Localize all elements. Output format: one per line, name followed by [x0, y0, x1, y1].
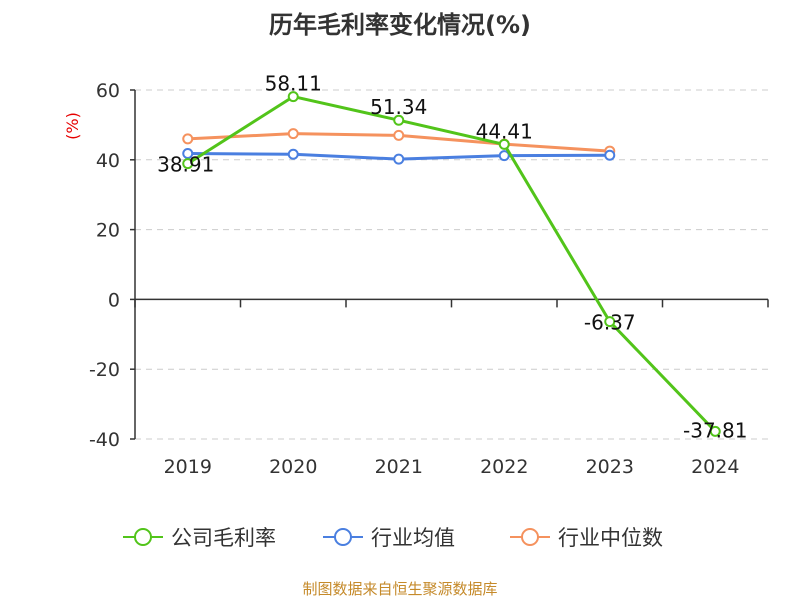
legend-item-3: 行业中位数 [510, 526, 663, 550]
data-label: -37.81 [683, 418, 747, 442]
data-label-layer: 38.91 58.11 51.34 44.41 -6.37 -37.81 [157, 72, 747, 443]
y-tick-label: -40 [89, 429, 120, 451]
data-point [498, 138, 510, 150]
source-note: 制图数据来自恒生聚源数据库 [302, 580, 497, 598]
legend-item-2: 行业均值 [323, 526, 455, 550]
data-point [182, 133, 194, 145]
legend-label: 公司毛利率 [171, 526, 276, 550]
legend-label: 行业中位数 [558, 526, 663, 550]
series-line-1 [186, 95, 717, 433]
data-label: -6.37 [584, 311, 636, 335]
legend-label: 行业均值 [371, 526, 455, 550]
y-tick-label: 40 [96, 150, 120, 172]
y-tick-label: 20 [96, 220, 120, 242]
axis-layer: 60 40 20 0 -20 -40 2019 2020 2021 2022 2023 2024 [89, 80, 769, 478]
data-label: 51.34 [370, 95, 427, 119]
y-tick-label: 0 [108, 289, 120, 311]
x-tick-label: 2021 [375, 456, 423, 478]
x-tick-label: 2020 [269, 456, 317, 478]
data-label: 38.91 [157, 153, 214, 177]
y-axis-unit-label: (%) [63, 112, 82, 140]
data-point [287, 91, 299, 103]
legend-marker [334, 528, 352, 546]
data-point [182, 158, 194, 170]
data-point [287, 128, 299, 140]
x-tick-label: 2019 [164, 456, 212, 478]
legend-marker [521, 528, 539, 546]
chart-title: 历年毛利率变化情况(%) [269, 11, 531, 39]
series-layer [182, 91, 721, 437]
data-point [393, 153, 405, 165]
x-tick-label: 2024 [691, 456, 739, 478]
data-point [604, 149, 616, 161]
legend-marker [134, 528, 152, 546]
y-tick-label: -20 [89, 359, 120, 381]
data-point [709, 425, 721, 437]
data-point [604, 316, 616, 328]
legend: 公司毛利率 行业均值 行业中位数 [123, 526, 663, 550]
x-tick-label: 2022 [480, 456, 528, 478]
x-tick-label: 2023 [586, 456, 634, 478]
data-point [393, 129, 405, 141]
data-point [393, 114, 405, 126]
data-point [287, 148, 299, 160]
data-point [182, 148, 194, 160]
data-point [498, 150, 510, 162]
data-label: 44.41 [476, 119, 533, 143]
data-label: 58.11 [265, 72, 322, 96]
legend-item-1: 公司毛利率 [123, 526, 276, 550]
y-tick-label: 60 [96, 80, 120, 102]
